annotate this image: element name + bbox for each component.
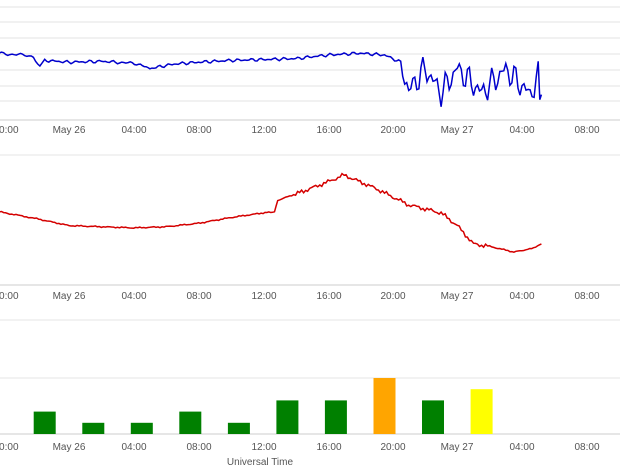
middle-series-line — [0, 172, 542, 253]
middle-x-tick-label: 20:00 — [0, 291, 19, 302]
bottom-x-tick-label: 04:00 — [509, 442, 534, 453]
middle-x-tick-label: 16:00 — [316, 291, 341, 302]
bottom-x-tick-label: 20:00 — [380, 442, 405, 453]
middle-x-tick-label: 08:00 — [574, 291, 599, 302]
bottom-x-tick-label: 16:00 — [316, 442, 341, 453]
bottom-x-tick-label: 08:00 — [574, 442, 599, 453]
middle-x-tick-label: May 26 — [53, 291, 86, 302]
top-x-tick-label: May 26 — [53, 125, 86, 136]
bar — [227, 422, 250, 434]
top-panel: 20:00 May 26 04:00 08:00 12:00 16:00 20:00 May … — [0, 6, 620, 136]
bar — [276, 400, 299, 434]
top-x-tick-label: 16:00 — [316, 125, 341, 136]
bottom-x-tick-label: 20:00 — [0, 442, 19, 453]
middle-x-tick-label: 20:00 — [380, 291, 405, 302]
bar — [82, 422, 105, 434]
bottom-panel: 20:00 May 26 04:00 08:00 12:00 16:00 20:00 May … — [0, 319, 620, 453]
bar — [33, 411, 56, 434]
top-series-line — [0, 51, 543, 107]
top-x-tick-label: 08:00 — [574, 125, 599, 136]
bar — [470, 389, 493, 434]
bottom-x-tick-label: May 26 — [53, 442, 86, 453]
middle-panel: 20:00 May 26 04:00 08:00 12:00 16:00 20:00 May … — [0, 154, 620, 302]
bottom-x-tick-label: May 27 — [441, 442, 474, 453]
bottom-x-tick-label: 12:00 — [251, 442, 276, 453]
bottom-xlabel: Universal Time — [227, 457, 294, 468]
bar — [324, 400, 347, 434]
top-x-tick-label: 04:00 — [509, 125, 534, 136]
bar — [373, 378, 396, 434]
top-x-tick-label: 04:00 — [121, 125, 146, 136]
middle-x-tick-label: 04:00 — [121, 291, 146, 302]
middle-x-tick-label: 04:00 — [509, 291, 534, 302]
bar — [179, 411, 202, 434]
middle-x-tick-label: 12:00 — [251, 291, 276, 302]
top-x-tick-label: 12:00 — [251, 125, 276, 136]
top-x-tick-label: 08:00 — [186, 125, 211, 136]
middle-x-tick-label: 08:00 — [186, 291, 211, 302]
bar — [422, 400, 444, 434]
bottom-x-tick-label: 04:00 — [121, 442, 146, 453]
top-x-tick-label: May 27 — [441, 125, 474, 136]
top-x-tick-label: 20:00 — [380, 125, 405, 136]
middle-x-tick-label: May 27 — [441, 291, 474, 302]
bar — [130, 422, 153, 434]
top-x-tick-label: 20:00 — [0, 125, 19, 136]
bottom-x-tick-label: 08:00 — [186, 442, 211, 453]
